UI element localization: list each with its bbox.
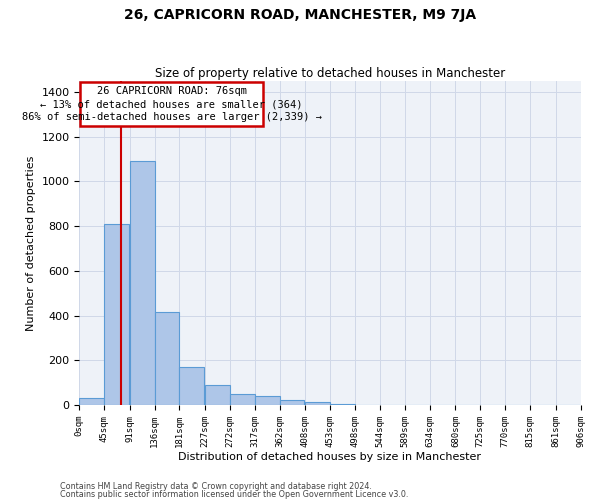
Bar bbox=[305, 402, 330, 405]
Bar bbox=[130, 161, 155, 405]
Title: Size of property relative to detached houses in Manchester: Size of property relative to detached ho… bbox=[155, 66, 505, 80]
Text: 26 CAPRICORN ROAD: 76sqm: 26 CAPRICORN ROAD: 76sqm bbox=[97, 86, 247, 96]
X-axis label: Distribution of detached houses by size in Manchester: Distribution of detached houses by size … bbox=[178, 452, 481, 462]
Bar bbox=[104, 224, 129, 405]
Bar bbox=[205, 385, 230, 405]
Bar bbox=[79, 398, 104, 405]
Bar bbox=[254, 396, 280, 405]
Text: ← 13% of detached houses are smaller (364): ← 13% of detached houses are smaller (36… bbox=[40, 99, 303, 109]
Text: Contains HM Land Registry data © Crown copyright and database right 2024.: Contains HM Land Registry data © Crown c… bbox=[60, 482, 372, 491]
Bar bbox=[280, 400, 304, 405]
Bar bbox=[230, 394, 254, 405]
Bar bbox=[179, 367, 205, 405]
Bar bbox=[330, 404, 355, 405]
Text: Contains public sector information licensed under the Open Government Licence v3: Contains public sector information licen… bbox=[60, 490, 409, 499]
Y-axis label: Number of detached properties: Number of detached properties bbox=[26, 155, 36, 330]
Text: 86% of semi-detached houses are larger (2,339) →: 86% of semi-detached houses are larger (… bbox=[22, 112, 322, 122]
Bar bbox=[155, 312, 179, 405]
FancyBboxPatch shape bbox=[80, 82, 263, 126]
Text: 26, CAPRICORN ROAD, MANCHESTER, M9 7JA: 26, CAPRICORN ROAD, MANCHESTER, M9 7JA bbox=[124, 8, 476, 22]
